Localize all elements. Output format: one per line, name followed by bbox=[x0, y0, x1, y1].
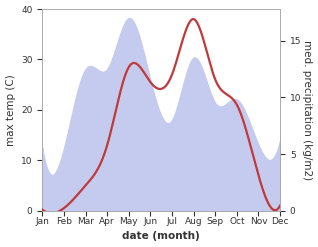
Y-axis label: max temp (C): max temp (C) bbox=[5, 74, 16, 146]
X-axis label: date (month): date (month) bbox=[122, 231, 200, 242]
Y-axis label: med. precipitation (kg/m2): med. precipitation (kg/m2) bbox=[302, 40, 313, 180]
